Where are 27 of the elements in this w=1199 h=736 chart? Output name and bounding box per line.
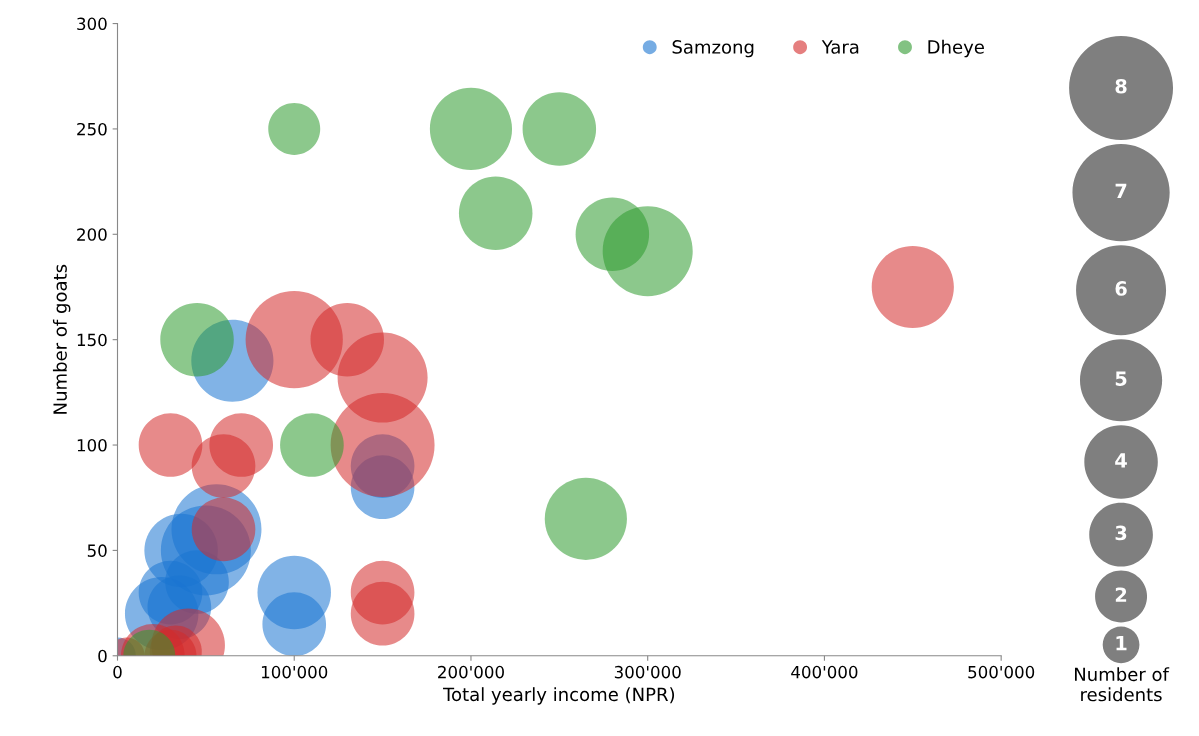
x-tick-label: 0 bbox=[113, 665, 122, 679]
y-axis-title: Number of goats bbox=[52, 264, 71, 414]
x-tick-label: 500'000 bbox=[968, 665, 1035, 679]
y-tick-label: 300 bbox=[77, 17, 107, 31]
legend-label: Yara bbox=[821, 40, 859, 54]
legend-label: Samzong bbox=[672, 40, 754, 58]
legend-label: 7 bbox=[1115, 183, 1127, 198]
y-tick-label: 150 bbox=[77, 333, 107, 347]
legend-label: Dheye bbox=[928, 39, 984, 58]
x-axis-title: Total yearly income (NPR) bbox=[443, 687, 675, 705]
y-tick-label: 100 bbox=[77, 439, 107, 452]
y-tick-label: 200 bbox=[77, 228, 107, 241]
y-tick-label: 250 bbox=[77, 122, 107, 136]
legend-label: 3 bbox=[1115, 525, 1127, 541]
x-tick-label: 100'000 bbox=[261, 665, 328, 679]
x-tick-label: 200'000 bbox=[438, 665, 504, 679]
legend-label: 1 bbox=[1116, 636, 1127, 651]
y-tick-label: 0 bbox=[98, 649, 107, 663]
legend-label: 5 bbox=[1115, 371, 1127, 386]
legend-label: 6 bbox=[1115, 281, 1127, 296]
legend-label: 8 bbox=[1115, 78, 1127, 94]
legend-label: 4 bbox=[1115, 453, 1127, 468]
legend-title: Number of residents bbox=[1075, 667, 1170, 702]
y-tick-label: 50 bbox=[87, 544, 107, 557]
x-tick-label: 400'000 bbox=[791, 665, 858, 679]
x-tick-label: 300'000 bbox=[614, 665, 681, 679]
legend-label: 2 bbox=[1115, 587, 1127, 602]
